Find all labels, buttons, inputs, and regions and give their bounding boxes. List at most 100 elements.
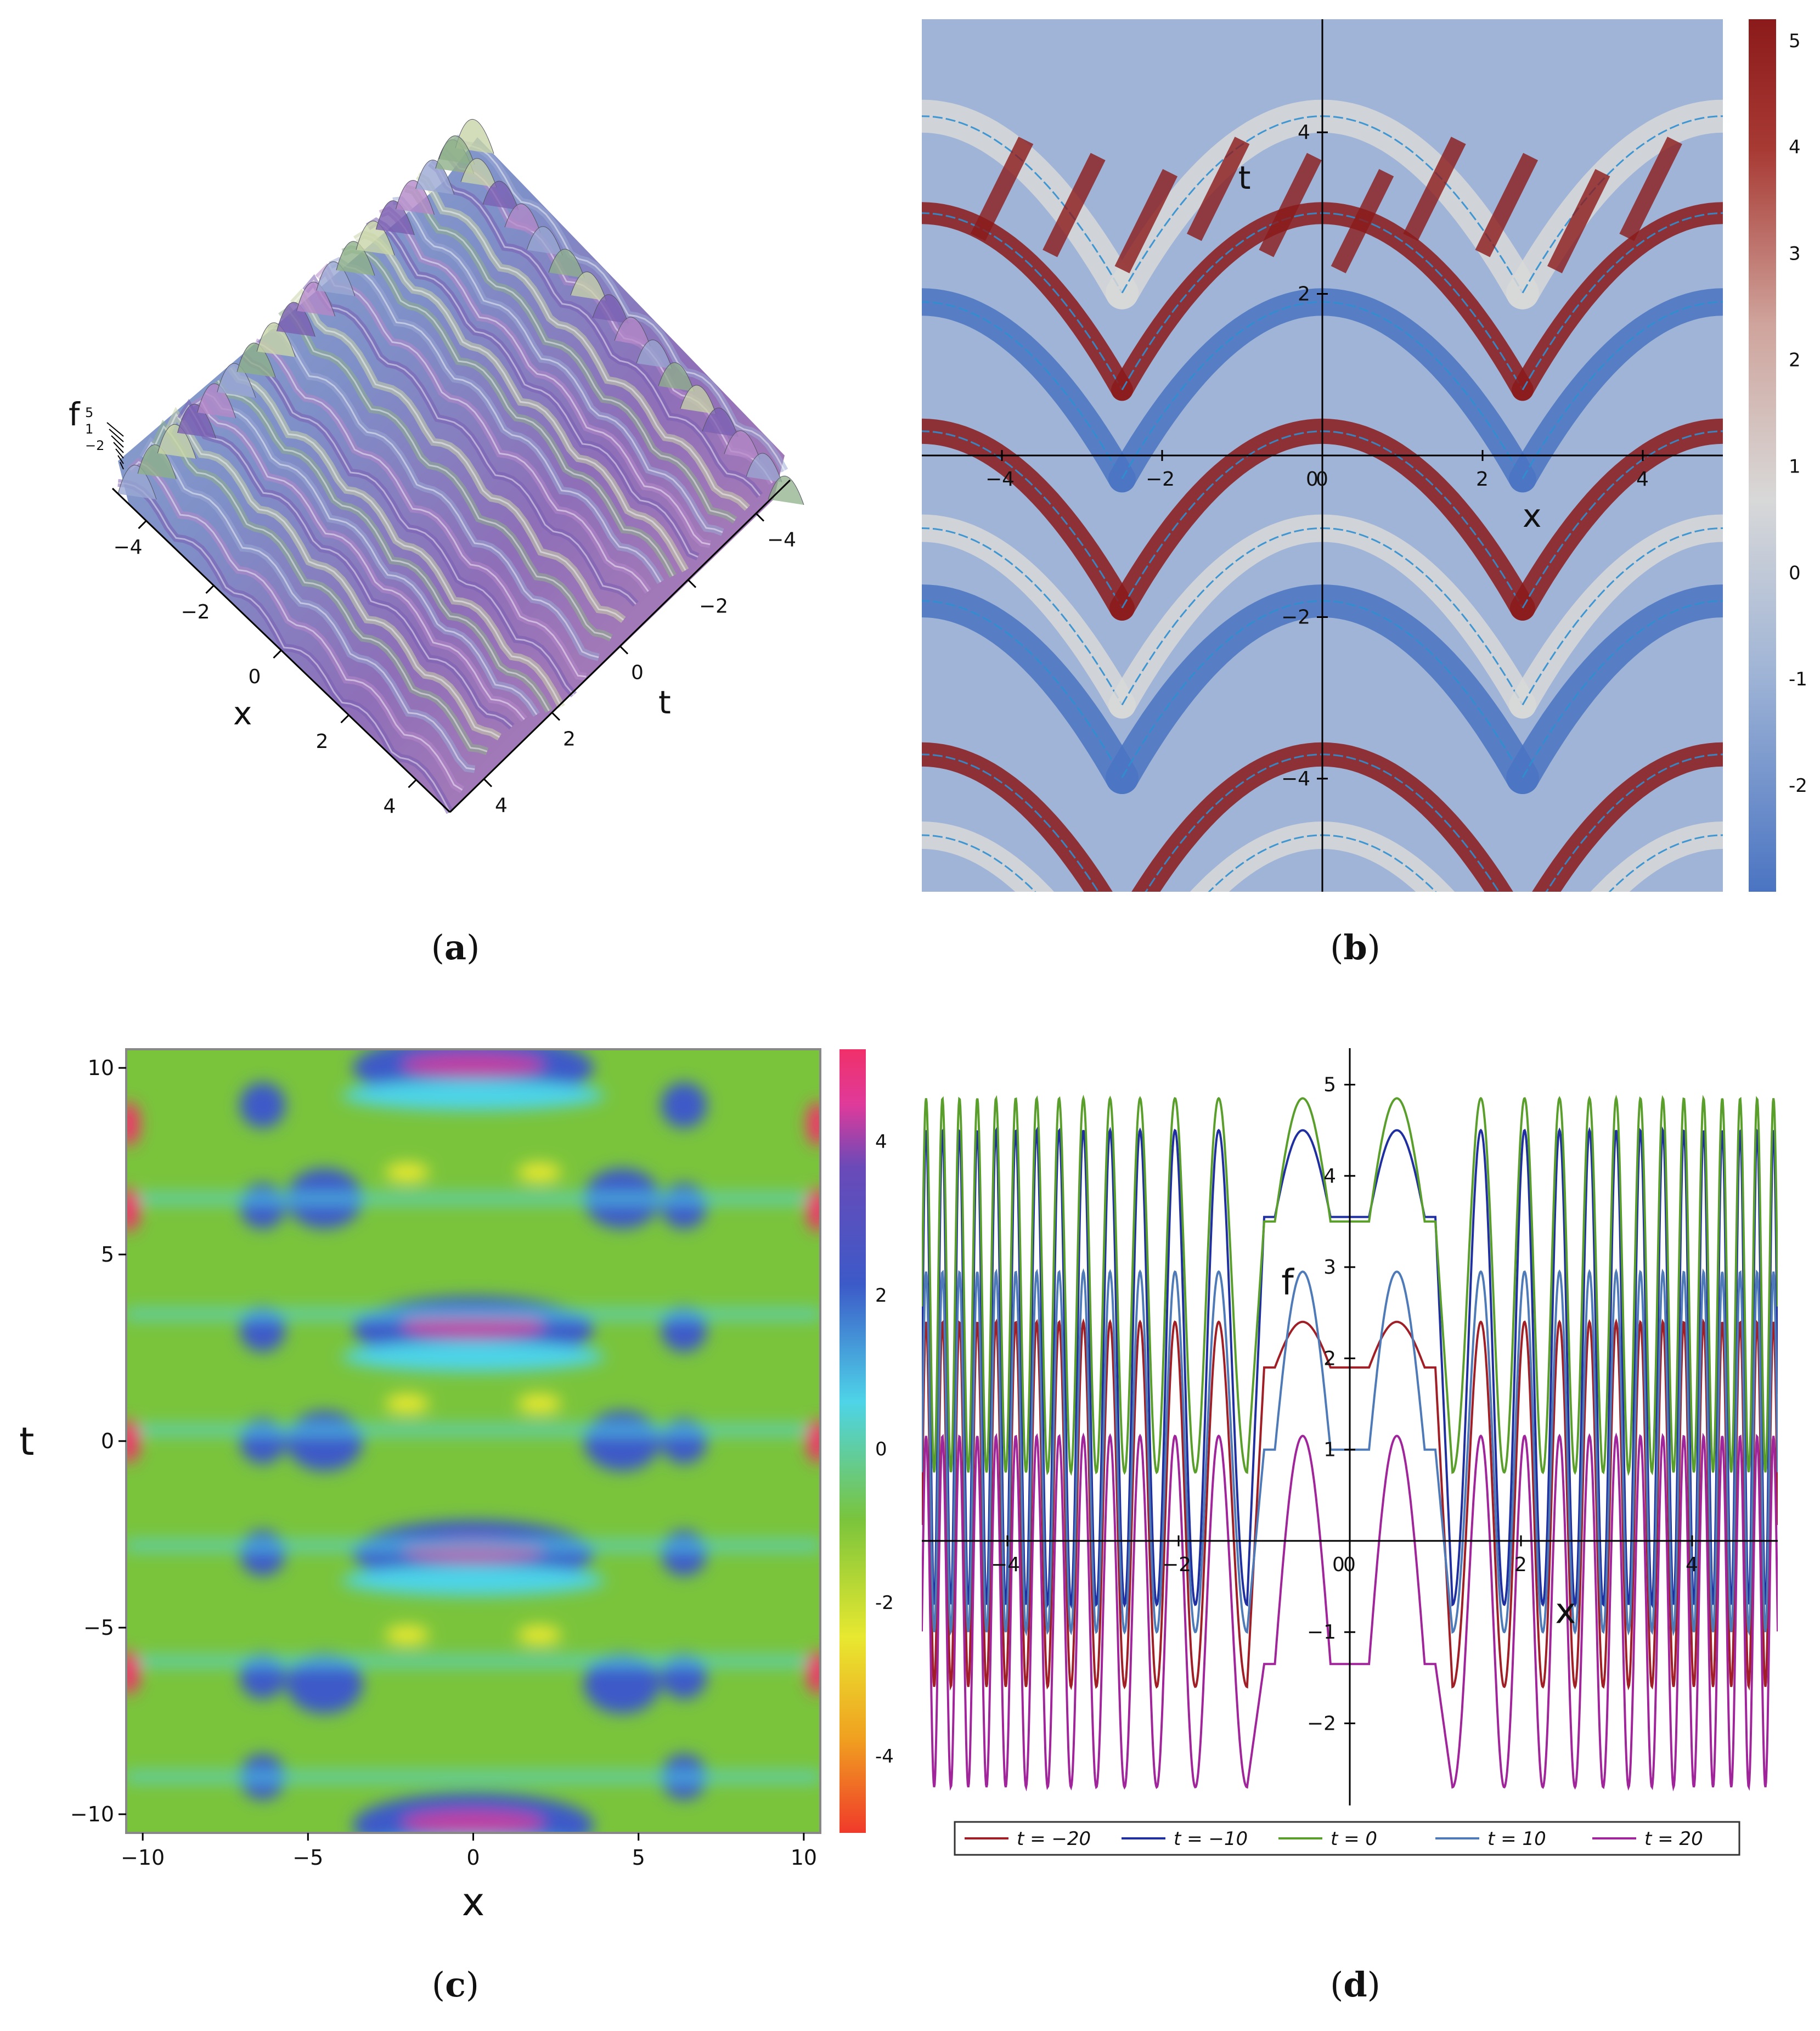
contour-line: [922, 600, 1123, 778]
surface-ridge: [164, 407, 502, 741]
surface-highlight: [179, 404, 512, 728]
contour-line: [1522, 430, 1723, 609]
heat-blob: [286, 1653, 363, 1714]
colorbar-tick-label: -1: [1789, 668, 1807, 690]
t-tick-label: 5: [101, 1242, 114, 1267]
surface-highlight: [129, 461, 463, 791]
heat-blob: [126, 1188, 140, 1232]
contour-streak: [1186, 137, 1250, 241]
t-tick-label: −5: [83, 1616, 114, 1640]
legend-label: t = 20: [1644, 1828, 1703, 1850]
heatmap-background: [126, 1049, 820, 1833]
colorbar-tick-label: -4: [875, 1746, 894, 1768]
surface-ridge: [329, 257, 664, 584]
x-tick-label: 2: [1514, 1554, 1527, 1576]
t-tick: [551, 712, 561, 721]
legend-label: t = −20: [1017, 1828, 1091, 1850]
surface-peak: [117, 465, 157, 500]
surface-highlight: [392, 199, 723, 533]
surface-ridge: [117, 479, 454, 814]
panel-d: −4 −2 0 2 4 0 −2 −1 1 2 3 4 5 x f t = −20 t = −10 t = 0 t…: [900, 1015, 1820, 1948]
heat-blob: [385, 1162, 430, 1183]
origin-label: 0: [1332, 1554, 1345, 1576]
surface-ridge: [392, 196, 724, 536]
heat-blob: [239, 1183, 286, 1229]
surface-highlight: [380, 209, 711, 545]
contour-line: [922, 430, 1123, 609]
f-tick-label: −2: [1307, 1712, 1336, 1735]
surface-peak: [157, 424, 196, 459]
heat-blob: [385, 1625, 430, 1645]
heat-blob: [341, 1080, 605, 1111]
surface-ridge: [127, 457, 465, 794]
contour-streak: [1331, 169, 1394, 274]
line-plot: −4 −2 0 2 4 0 −2 −1 1 2 3 4 5 x f t = −20 t = −10 t = 0 t…: [922, 1048, 1778, 1856]
surface-highlight: [268, 327, 599, 659]
legend-label: t = −10: [1174, 1828, 1248, 1850]
colorbar-tick-label: 0: [1789, 562, 1801, 584]
heat-blob: [661, 1082, 707, 1128]
caption-b: (b): [1330, 927, 1381, 967]
surface-peak: [680, 385, 717, 414]
f-axis-tick: [109, 429, 124, 442]
heat-blob: [517, 1394, 561, 1414]
x-tick-label: −4: [991, 1554, 1020, 1576]
f-tick-label: 3: [1323, 1256, 1336, 1279]
colorbar-tick-label: 4: [875, 1131, 887, 1153]
t-tick: [619, 645, 629, 655]
x-tick-label: 4: [384, 795, 396, 818]
surface-ridge: [177, 398, 515, 730]
x-tick: [273, 649, 282, 659]
f-tick-label: 1: [1323, 1439, 1336, 1461]
x-tick-label: −4: [114, 536, 143, 559]
surface-peak: [746, 453, 782, 482]
heat-blob: [126, 1102, 140, 1146]
contour-streak: [1403, 137, 1466, 241]
contour-line: [922, 753, 1100, 892]
heat-blob: [126, 1419, 140, 1463]
surface-ridge: [227, 365, 565, 709]
surface-peak: [482, 181, 519, 210]
surface-highlight: [154, 425, 488, 752]
origin-label: 0: [1306, 468, 1318, 491]
t-tick: [755, 513, 765, 522]
surface-ridge: [302, 274, 639, 607]
surface-highlight: [305, 279, 636, 605]
x-tick-label: 4: [1636, 468, 1649, 491]
heat-blob: [402, 1314, 545, 1338]
colorbar-tick-label: 5: [1789, 30, 1801, 52]
surface-ridge: [453, 134, 788, 473]
caption-c: (c): [431, 1965, 480, 2005]
heat-blob: [583, 1411, 661, 1471]
density-heatmap: −10 −5 0 5 10 −10 −5 0 5 10 x t 4 2 0 -2 -4: [19, 1048, 894, 1925]
surface-ridge: [315, 263, 652, 594]
legend-label: t = 10: [1487, 1828, 1546, 1850]
surface-peak: [636, 339, 673, 369]
heat-blob: [126, 1650, 140, 1695]
surface-peak: [768, 475, 804, 505]
surface-peak: [724, 430, 760, 460]
f-axis-tick: [106, 422, 124, 437]
surface-highlight: [405, 187, 736, 521]
contour-line: [1545, 753, 1723, 892]
heat-blob: [286, 1411, 363, 1471]
heat-blob: [341, 1565, 605, 1596]
f-tick-label: 5: [85, 405, 93, 420]
x-tick-label: 0: [1343, 1554, 1356, 1576]
surface-peak: [316, 261, 356, 296]
t-tick-label: −10: [70, 1802, 114, 1826]
f-axis-label: f: [69, 396, 81, 433]
t-axis-label: t: [19, 1419, 34, 1464]
heat-blob: [517, 1162, 561, 1183]
contour-line: [922, 212, 1123, 391]
surface-ridge: [416, 172, 751, 511]
contour-streak: [1619, 137, 1682, 241]
x-tick-label: 0: [249, 666, 261, 688]
surface-highlight: [317, 268, 649, 592]
heat-blob: [661, 1530, 707, 1576]
surface-ridge: [404, 184, 737, 524]
heat-blob: [239, 1530, 286, 1576]
caption-a: (a): [431, 927, 480, 967]
x-tick-label: 2: [1476, 468, 1489, 491]
contour-line: [922, 115, 1123, 294]
